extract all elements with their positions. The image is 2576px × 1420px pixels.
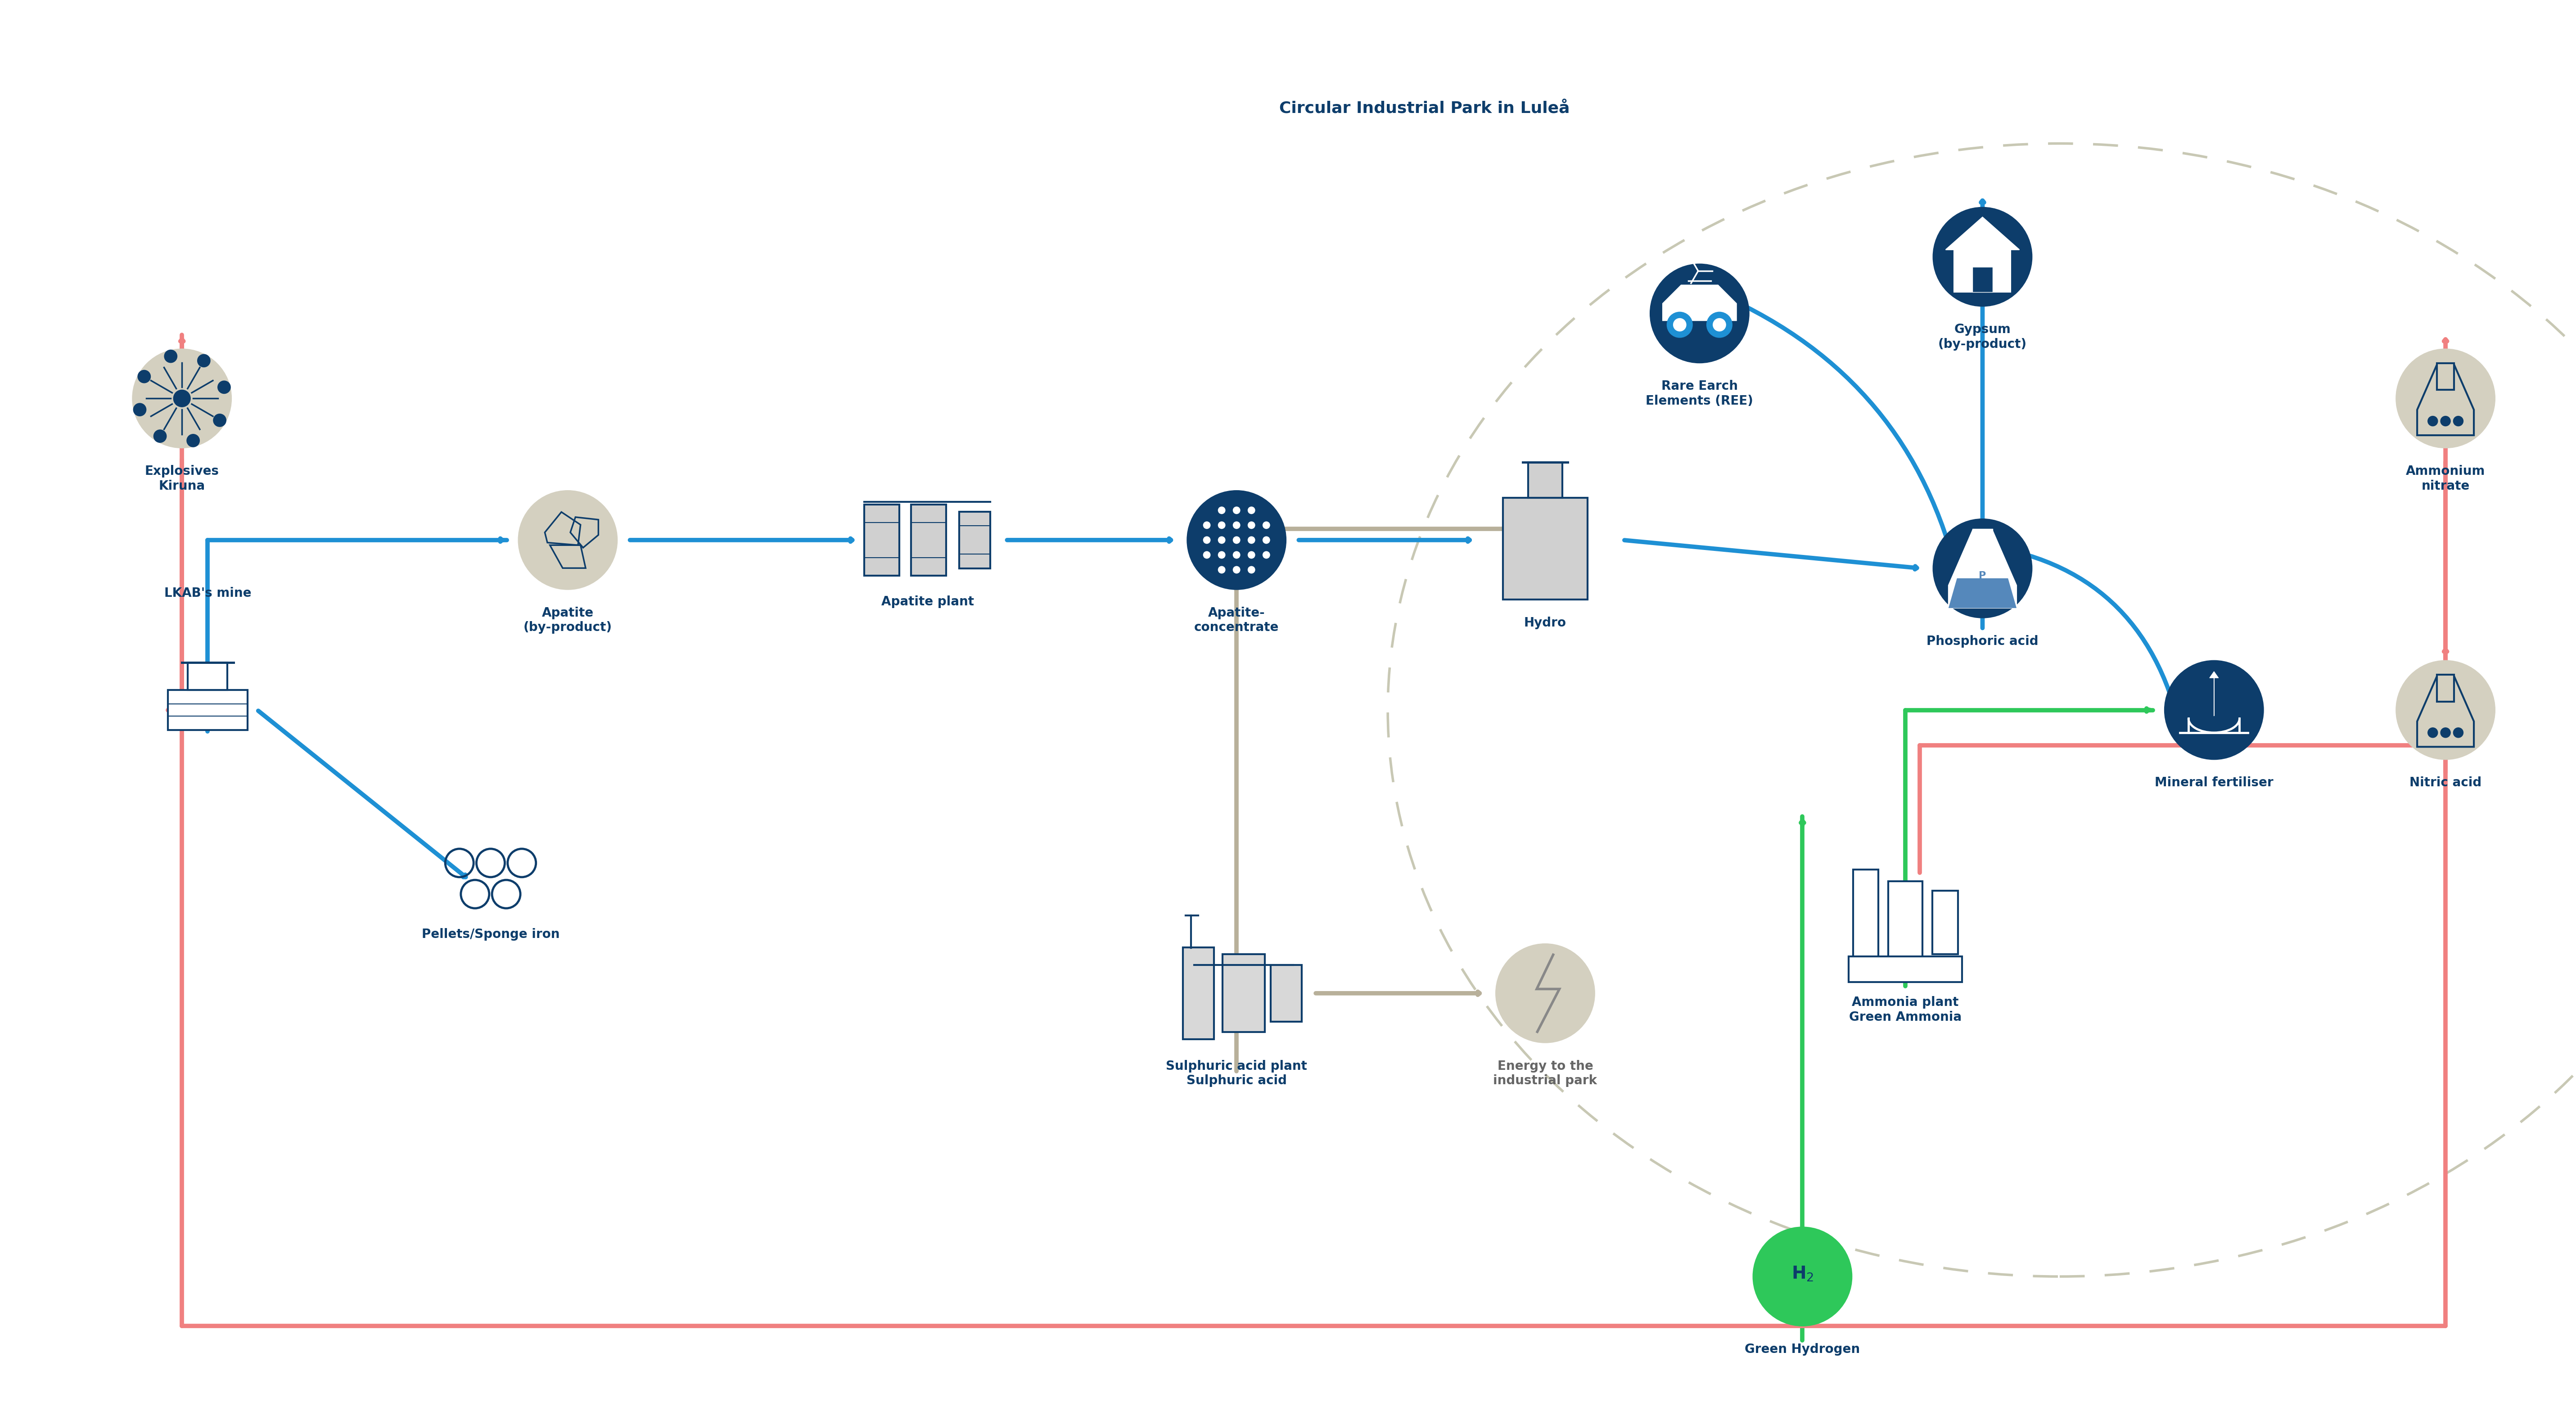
Bar	[1224, 954, 1265, 1032]
FancyArrowPatch shape	[2210, 672, 2218, 716]
Bar	[1270, 966, 1301, 1021]
Circle shape	[1218, 567, 1226, 574]
Bar	[1888, 882, 1922, 964]
Text: Mineral fertiliser: Mineral fertiliser	[2154, 777, 2275, 790]
Circle shape	[1234, 551, 1239, 558]
Bar	[1852, 869, 1878, 976]
Bar	[1850, 957, 1963, 981]
Circle shape	[1262, 521, 1270, 528]
Circle shape	[1218, 507, 1226, 514]
Circle shape	[2439, 727, 2450, 737]
Text: H$_2$: H$_2$	[1790, 1265, 1814, 1282]
Circle shape	[2396, 660, 2496, 760]
Polygon shape	[1662, 285, 1736, 321]
Circle shape	[1262, 551, 1270, 558]
Circle shape	[1203, 551, 1211, 558]
Circle shape	[2164, 660, 2264, 760]
Text: Hydro: Hydro	[1525, 616, 1566, 629]
Circle shape	[214, 415, 227, 426]
Circle shape	[1932, 207, 2032, 307]
Bar	[2437, 364, 2455, 391]
Circle shape	[1262, 537, 1270, 544]
Circle shape	[1203, 537, 1211, 544]
Bar	[2437, 674, 2455, 701]
Circle shape	[2452, 727, 2463, 737]
Circle shape	[188, 435, 198, 447]
Text: Rare Earch
Elements (REE): Rare Earch Elements (REE)	[1646, 381, 1754, 408]
Circle shape	[1234, 567, 1239, 574]
Circle shape	[137, 371, 149, 383]
Circle shape	[1497, 944, 1595, 1042]
Circle shape	[2427, 727, 2437, 737]
Circle shape	[1218, 537, 1226, 544]
Text: Ammonium
nitrate: Ammonium nitrate	[2406, 464, 2486, 493]
Circle shape	[518, 490, 618, 589]
Text: Green Hydrogen: Green Hydrogen	[1744, 1343, 1860, 1356]
Circle shape	[2396, 349, 2496, 447]
Bar	[1502, 497, 1587, 599]
Bar	[188, 662, 227, 690]
Bar	[1973, 267, 1991, 293]
Bar	[1955, 250, 2012, 293]
Text: Pellets/Sponge iron: Pellets/Sponge iron	[422, 929, 559, 940]
Text: Ammonia plant
Green Ammonia: Ammonia plant Green Ammonia	[1850, 995, 1963, 1024]
Polygon shape	[1947, 578, 2017, 608]
Polygon shape	[1945, 217, 2020, 250]
Circle shape	[1708, 312, 1731, 338]
Circle shape	[131, 349, 232, 447]
Circle shape	[1247, 551, 1255, 558]
Circle shape	[1234, 521, 1239, 528]
Text: Nitric acid: Nitric acid	[2409, 777, 2481, 790]
Bar	[1528, 462, 1561, 497]
Circle shape	[173, 391, 191, 408]
Bar	[958, 511, 989, 568]
Circle shape	[134, 403, 147, 416]
Circle shape	[1247, 521, 1255, 528]
Circle shape	[1651, 264, 1749, 364]
Circle shape	[1234, 507, 1239, 514]
Circle shape	[1218, 551, 1226, 558]
Circle shape	[1247, 507, 1255, 514]
Circle shape	[165, 349, 178, 362]
Bar	[912, 504, 945, 575]
Text: Sulphuric acid plant
Sulphuric acid: Sulphuric acid plant Sulphuric acid	[1167, 1059, 1306, 1086]
Circle shape	[1752, 1227, 1852, 1326]
Circle shape	[1674, 318, 1687, 331]
Bar	[1182, 947, 1213, 1039]
Circle shape	[1203, 521, 1211, 528]
Bar	[167, 690, 247, 730]
Text: Apatite
(by-product): Apatite (by-product)	[523, 606, 613, 633]
Circle shape	[1234, 537, 1239, 544]
Circle shape	[2452, 416, 2463, 426]
Text: Circular Industrial Park in Luleå: Circular Industrial Park in Luleå	[1280, 101, 1569, 116]
Circle shape	[219, 381, 229, 393]
Circle shape	[2427, 416, 2437, 426]
Text: Phosphoric acid: Phosphoric acid	[1927, 635, 2038, 648]
Circle shape	[1247, 537, 1255, 544]
Text: Energy to the
industrial park: Energy to the industrial park	[1494, 1059, 1597, 1086]
Circle shape	[1247, 567, 1255, 574]
Circle shape	[2439, 416, 2450, 426]
Circle shape	[1188, 490, 1285, 589]
Bar	[863, 504, 899, 575]
Bar	[1932, 890, 1958, 954]
Circle shape	[198, 355, 211, 366]
Text: Gypsum
(by-product): Gypsum (by-product)	[1937, 324, 2027, 351]
Text: LKAB's mine: LKAB's mine	[165, 586, 252, 599]
Text: Explosives
Kiruna: Explosives Kiruna	[144, 464, 219, 493]
Circle shape	[1218, 521, 1226, 528]
Text: P: P	[1978, 571, 1986, 579]
Circle shape	[1932, 518, 2032, 618]
Circle shape	[155, 430, 167, 443]
Bar	[1973, 528, 1991, 559]
Text: Apatite-
concentrate: Apatite- concentrate	[1195, 606, 1278, 633]
Text: Apatite plant: Apatite plant	[881, 595, 974, 608]
Circle shape	[1667, 312, 1692, 338]
Circle shape	[1713, 318, 1726, 331]
Polygon shape	[1947, 530, 2017, 608]
